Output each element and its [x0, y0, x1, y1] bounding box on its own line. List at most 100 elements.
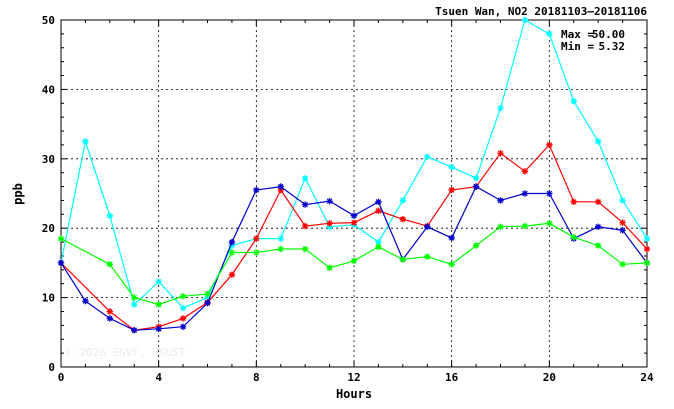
data-point	[472, 175, 480, 182]
min-value: 5.32	[599, 40, 626, 53]
data-point	[326, 223, 333, 231]
x-tick-label: 12	[347, 371, 360, 384]
data-point	[253, 235, 260, 242]
grid	[61, 20, 647, 367]
data-point	[448, 163, 455, 171]
data-point	[570, 234, 577, 241]
data-point	[350, 257, 358, 265]
y-tick-label: 30	[42, 153, 55, 166]
data-point	[131, 327, 138, 334]
data-point	[472, 242, 480, 249]
data-point	[155, 278, 162, 285]
data-point	[228, 271, 236, 278]
data-point	[643, 235, 651, 242]
data-point	[228, 249, 236, 256]
data-point	[570, 97, 577, 105]
y-tick-label: 10	[42, 292, 55, 305]
min-label: Min =	[561, 40, 594, 53]
data-point	[521, 168, 529, 175]
data-point	[424, 253, 431, 260]
data-point	[619, 261, 626, 268]
data-point	[57, 259, 65, 267]
axis-ticks: 0 4 8 12 16 20 24 0 10 20 30 40 50	[42, 14, 654, 384]
series-line	[60, 19, 648, 309]
y-tick-label: 40	[42, 83, 55, 96]
data-point	[350, 219, 358, 226]
data-point	[643, 245, 651, 253]
data-point	[301, 222, 309, 230]
data-point	[253, 249, 260, 256]
data-point	[399, 256, 407, 263]
x-tick-label: 0	[58, 371, 65, 384]
data-point	[204, 294, 211, 301]
x-tick-label: 8	[253, 371, 260, 384]
data-point	[472, 183, 480, 190]
data-point	[375, 198, 382, 206]
data-point	[424, 153, 431, 160]
data-point	[228, 242, 236, 249]
data-point	[448, 234, 455, 242]
data-point	[546, 220, 553, 227]
data-point	[57, 235, 65, 242]
data-point	[448, 261, 455, 268]
data-point	[277, 186, 284, 194]
max-value: 50.00	[592, 28, 625, 41]
data-point	[204, 299, 211, 307]
series-line	[60, 222, 648, 306]
plot-frame	[60, 19, 648, 368]
data-point	[301, 245, 309, 253]
data-point	[82, 138, 89, 145]
series-4	[57, 220, 651, 308]
data-point	[326, 197, 333, 205]
data-point	[497, 150, 504, 157]
data-point	[497, 104, 504, 112]
data-point	[131, 294, 138, 301]
data-point	[326, 220, 333, 227]
data-point	[546, 141, 553, 149]
data-point	[375, 243, 382, 251]
data-point	[301, 175, 309, 182]
data-point	[277, 183, 284, 190]
data-point	[594, 223, 602, 231]
series-group	[57, 16, 651, 334]
data-point	[546, 30, 553, 38]
data-point	[253, 186, 260, 194]
data-point	[497, 223, 504, 231]
chart-title: Tsuen Wan, NO2 20181103—20181106	[435, 5, 647, 18]
x-tick-label: 20	[543, 371, 556, 384]
data-point	[277, 235, 284, 242]
data-point	[375, 207, 382, 215]
data-point	[521, 222, 529, 230]
data-point	[179, 293, 187, 300]
data-point	[179, 315, 187, 322]
y-axis-title: ppb	[11, 183, 25, 205]
data-point	[619, 227, 626, 234]
data-point	[301, 201, 309, 208]
data-point	[204, 290, 211, 298]
data-point	[594, 138, 602, 145]
data-point	[106, 308, 114, 315]
data-point	[106, 315, 114, 322]
data-point	[619, 197, 626, 204]
y-tick-label: 20	[42, 222, 55, 235]
x-tick-label: 16	[445, 371, 459, 384]
data-point	[106, 261, 114, 268]
data-point	[521, 16, 529, 24]
max-label: Max =	[561, 28, 594, 41]
data-point	[521, 190, 529, 197]
x-axis-title: Hours	[336, 387, 372, 401]
data-point	[424, 223, 431, 231]
data-point	[350, 212, 358, 219]
data-point	[594, 198, 602, 206]
data-point	[179, 323, 187, 330]
data-point	[399, 215, 407, 223]
data-point	[228, 238, 236, 246]
data-point	[277, 245, 284, 253]
data-point	[82, 297, 89, 305]
data-point	[326, 264, 333, 271]
data-point	[155, 325, 162, 333]
y-tick-label: 50	[42, 14, 55, 27]
data-point	[131, 301, 138, 308]
x-tick-label: 4	[155, 371, 162, 384]
data-point	[497, 197, 504, 204]
